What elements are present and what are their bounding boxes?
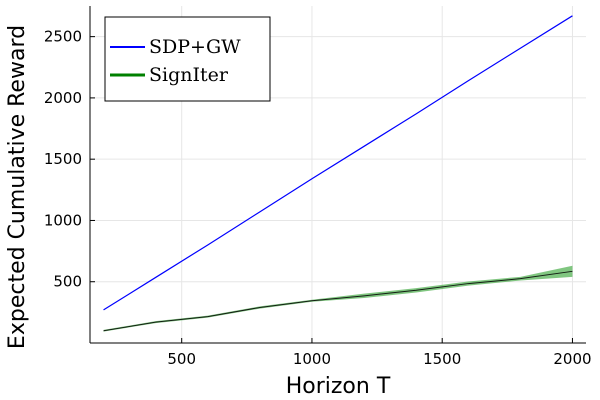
y-tick-label-500: 500 <box>53 273 82 291</box>
axes <box>89 6 586 344</box>
x-tick-label-1500: 1500 <box>423 350 461 368</box>
x-tick-label-500: 500 <box>167 350 196 368</box>
y-tick-label-1000: 1000 <box>44 211 82 229</box>
x-axis-title: Horizon T <box>286 374 391 399</box>
series-line-signiter <box>103 270 573 332</box>
legend-box <box>104 16 271 102</box>
x-axis-ticks: 500 1000 1500 2000 <box>167 338 592 368</box>
y-axis-title: Expected Cumulative Reward <box>5 25 30 349</box>
series-lines <box>103 15 573 332</box>
y-tick-label-2500: 2500 <box>44 28 82 46</box>
legend-label-sdp-gw: SDP+GW <box>149 36 241 58</box>
y-tick-label-2000: 2000 <box>44 89 82 107</box>
series-line-sdp-gw <box>103 15 573 311</box>
y-axis-ticks: 500 1000 1500 2000 2500 <box>44 28 95 291</box>
x-tick-label-1000: 1000 <box>293 350 331 368</box>
x-tick-label-2000: 2000 <box>553 350 591 368</box>
legend-label-signiter: SignIter <box>149 64 229 86</box>
y-tick-label-1500: 1500 <box>44 150 82 168</box>
grid <box>90 6 586 343</box>
legend: SDP+GW SignIter <box>104 16 271 102</box>
